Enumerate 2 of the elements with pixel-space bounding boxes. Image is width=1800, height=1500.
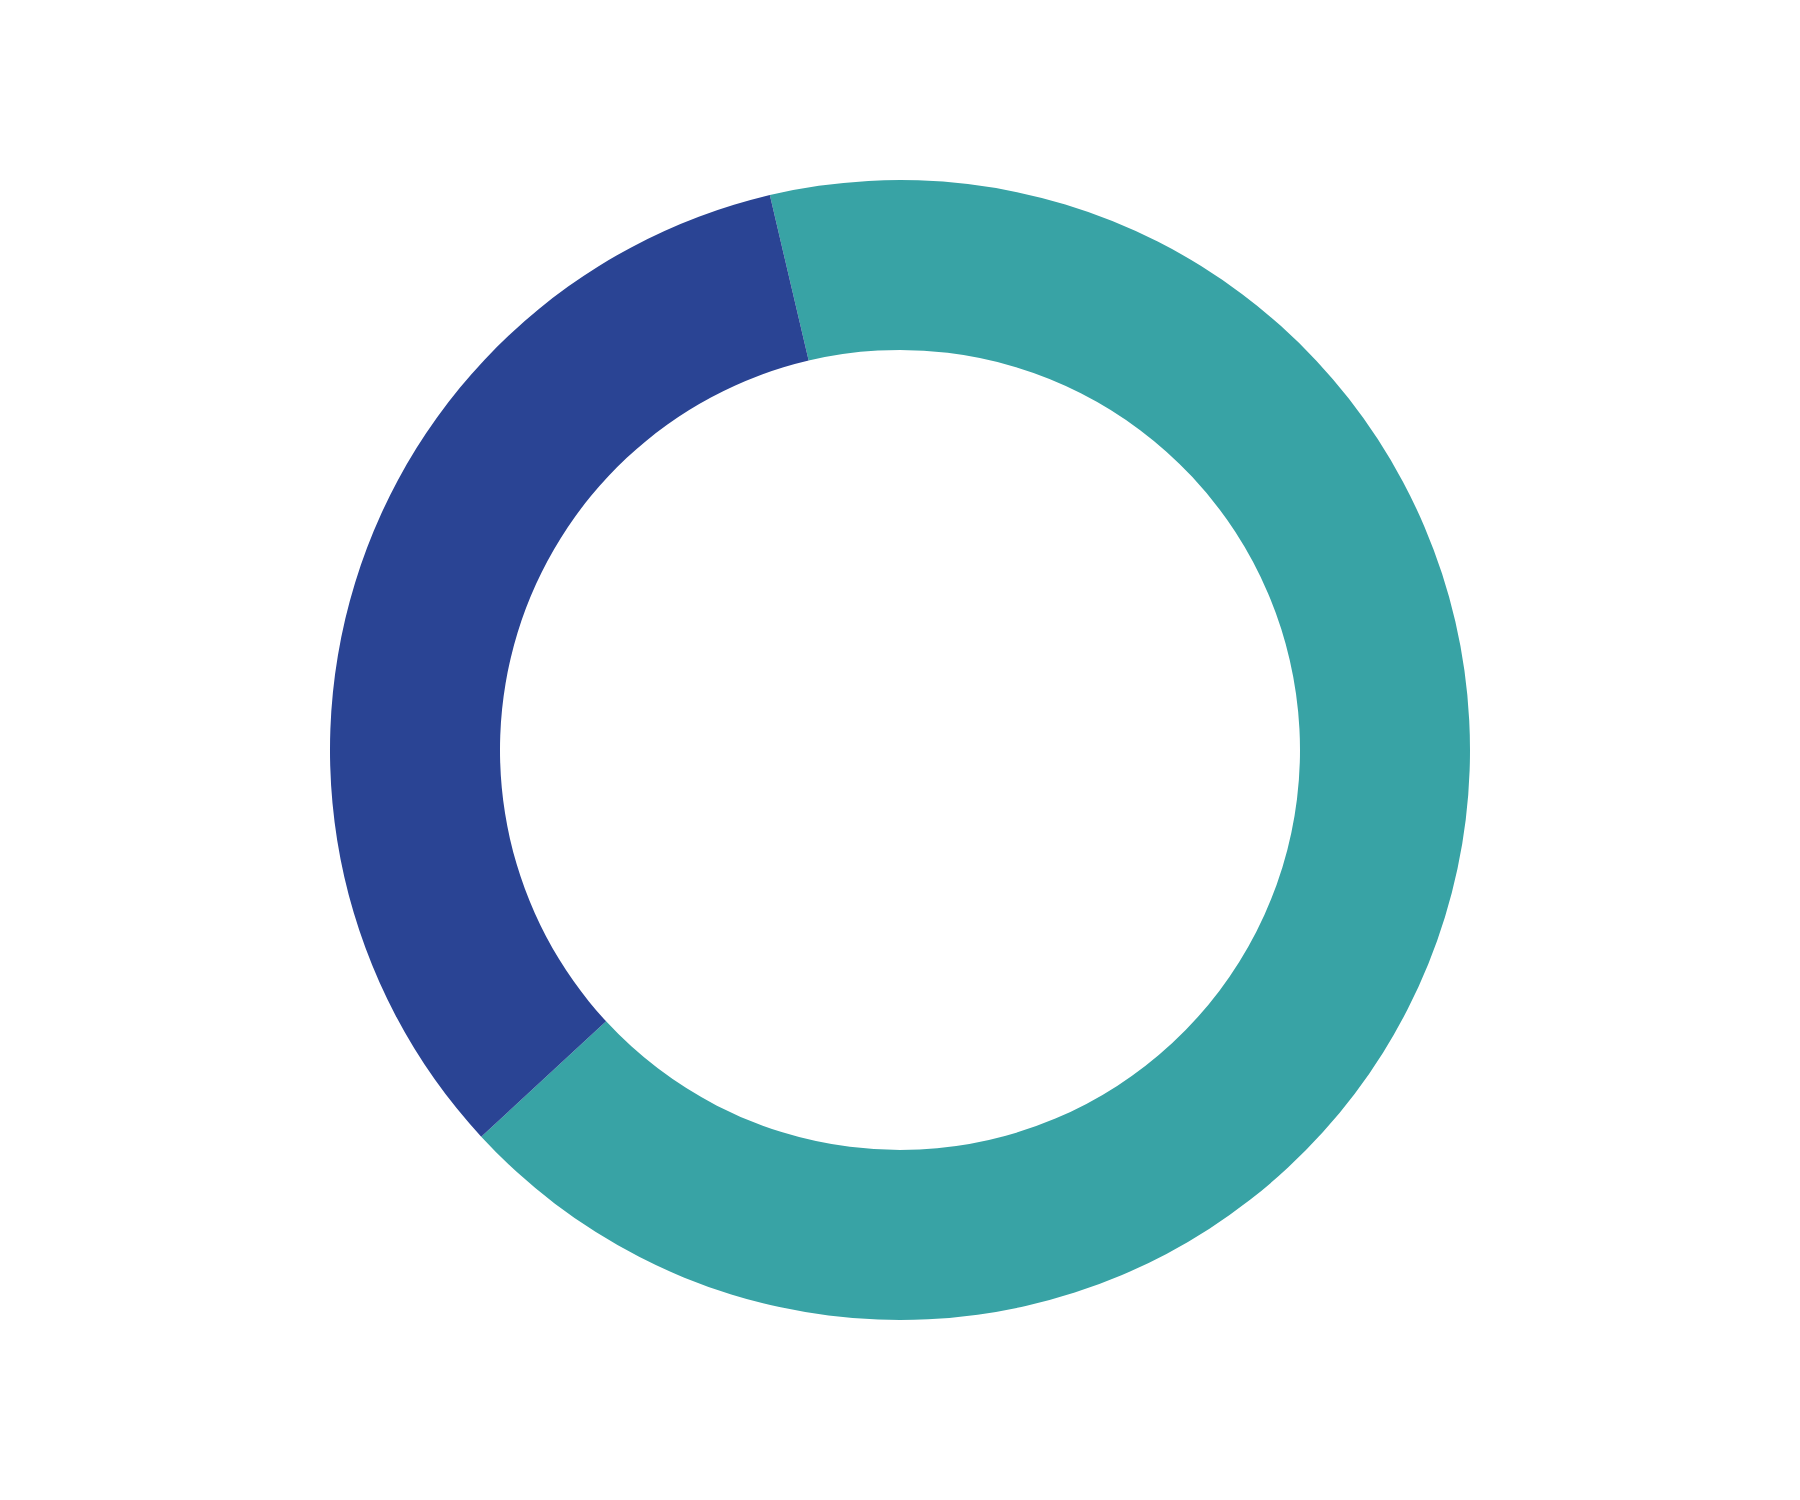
donut-slice <box>481 180 1470 1319</box>
donut-slice <box>330 195 809 1137</box>
